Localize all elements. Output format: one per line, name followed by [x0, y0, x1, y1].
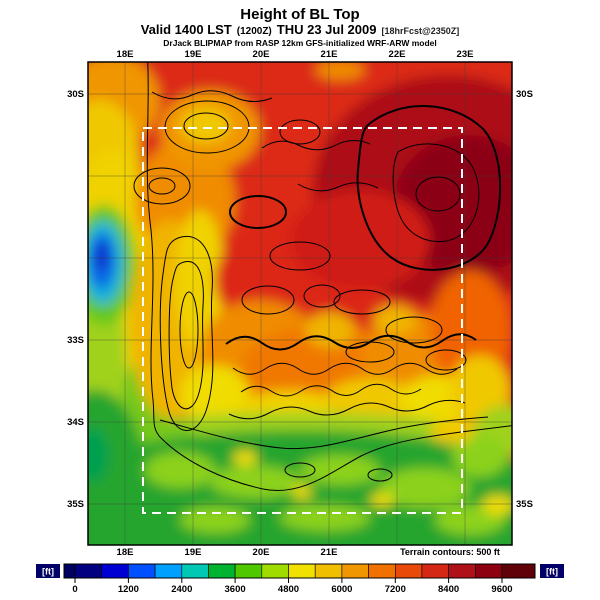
colorbar-underflow [63, 563, 76, 579]
grid-lines [88, 62, 512, 545]
colorbar-tick-8: 9600 [491, 584, 512, 595]
model-credit-line: DrJack BLIPMAP from RASP 12km GFS-initia… [163, 38, 436, 48]
axis-label-lon-top-2: 20E [253, 49, 270, 60]
map-plot-area [88, 62, 512, 545]
axis-label-lon-top-4: 22E [389, 49, 406, 60]
axis-label-lon-top-1: 19E [185, 49, 202, 60]
terrain-contour-note: Terrain contours: 500 ft [400, 547, 500, 557]
axis-label-lat-left-3: 35S [67, 499, 84, 510]
colorbar-segment [208, 563, 236, 579]
colorbar: [ft] 0 1200 2400 3600 4800 6000 7200 840… [36, 563, 564, 595]
colorbar-segment [314, 563, 343, 579]
axis-label-lon-bottom-1: 19E [185, 547, 202, 558]
colorbar-segment [421, 563, 449, 579]
colorbar-unit-left: [ft] [42, 567, 54, 577]
colorbar-segment [394, 563, 423, 579]
model-domain-box [142, 127, 463, 514]
colorbar-unit-box-left [36, 564, 60, 578]
valid-date: THU 23 Jul 2009 [277, 22, 377, 37]
colorbar-segment [448, 563, 476, 579]
colorbar-segment [368, 563, 396, 579]
colorbar-tick-1: 1200 [118, 584, 139, 595]
axis-label-lat-left-0: 30S [67, 89, 84, 100]
valid-time-zulu: (1200Z) [237, 26, 272, 37]
colorbar-segment [128, 563, 156, 579]
colorbar-segment [261, 563, 289, 579]
axis-label-lat-right-1: 35S [516, 499, 533, 510]
page-title: Height of BL Top [240, 6, 359, 23]
colorbar-tick-4: 4800 [278, 584, 299, 595]
colorbar-border [63, 563, 536, 579]
colorbar-tick-3: 3600 [225, 584, 246, 595]
axis-label-lon-bottom-0: 18E [117, 547, 134, 558]
colorbar-segment [288, 563, 316, 579]
terrain-contours [133, 90, 502, 482]
colorbar-overflow [501, 563, 536, 579]
forecast-tag: [18hrFcst@2350Z] [381, 26, 459, 36]
coastline [146, 62, 512, 491]
axis-label-lon-top-5: 23E [457, 49, 474, 60]
colorbar-unit-right: [ft] [546, 567, 558, 577]
colorbar-segment [474, 563, 503, 579]
valid-time-line: Valid 1400 LST (1200Z) THU 23 Jul 2009 [18h… [141, 22, 460, 37]
map-frame [87, 61, 513, 546]
colorbar-segment [101, 563, 129, 579]
valid-time: Valid 1400 LST [141, 22, 232, 37]
colorbar-segment [341, 563, 369, 579]
axis-label-lat-right-0: 30S [516, 89, 533, 100]
axis-label-lon-bottom-2: 20E [253, 547, 270, 558]
colorbar-segment [234, 563, 263, 579]
colorbar-tick-marks [74, 578, 503, 583]
colorbar-segment [154, 563, 183, 579]
axis-label-lon-bottom-3: 21E [321, 547, 338, 558]
axis-label-lon-top-0: 18E [117, 49, 134, 60]
axis-label-lat-left-1: 33S [67, 335, 84, 346]
colorbar-segment [74, 563, 103, 579]
colorbar-segment [181, 563, 209, 579]
axis-label-lon-top-3: 21E [321, 49, 338, 60]
axis-label-lat-left-2: 34S [67, 417, 84, 428]
colorbar-tick-7: 8400 [438, 584, 459, 595]
color-field [88, 62, 512, 545]
colorbar-unit-box-right [540, 564, 564, 578]
colorbar-tick-2: 2400 [171, 584, 192, 595]
colorbar-tick-6: 7200 [385, 584, 406, 595]
colorbar-tick-5: 6000 [331, 584, 352, 595]
colorbar-tick-0: 0 [72, 584, 77, 595]
